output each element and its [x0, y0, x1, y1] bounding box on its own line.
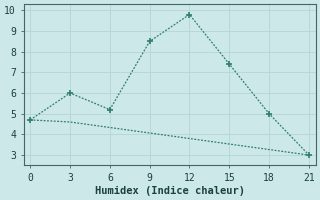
X-axis label: Humidex (Indice chaleur): Humidex (Indice chaleur): [95, 186, 244, 196]
